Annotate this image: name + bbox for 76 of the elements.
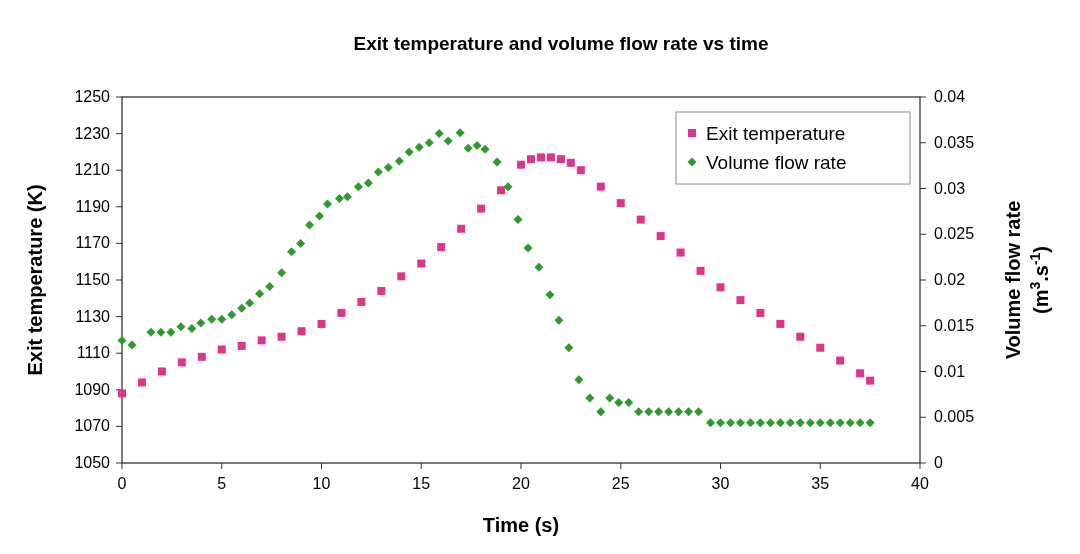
point	[676, 248, 685, 257]
point	[497, 186, 506, 195]
point	[566, 158, 575, 167]
y-tick-label: 1110	[76, 344, 111, 362]
point	[397, 272, 406, 281]
point	[856, 369, 865, 378]
y-tick-label: 1230	[74, 124, 111, 142]
point	[277, 332, 286, 341]
point	[177, 358, 186, 367]
point	[716, 283, 725, 292]
y2-tick-label: 0.04	[934, 88, 966, 105]
point	[137, 378, 146, 387]
y2-tick-label: 0.025	[934, 225, 975, 243]
y2-tick-label: 0.03	[934, 179, 966, 197]
y-tick-label: 1050	[74, 454, 111, 471]
point	[237, 341, 246, 350]
y2-tick-label: 0	[934, 454, 943, 471]
y-tick-label: 1190	[75, 197, 111, 215]
point	[317, 319, 326, 328]
x-tick-label: 40	[911, 475, 929, 492]
point	[337, 308, 346, 317]
x-tick-label: 30	[711, 475, 730, 492]
x-tick-label: 15	[412, 475, 431, 492]
point	[636, 215, 645, 224]
point	[217, 345, 226, 354]
point	[596, 182, 605, 191]
x-tick-label: 20	[512, 475, 530, 492]
point	[756, 308, 765, 317]
y-tick-label: 1070	[74, 417, 111, 435]
point	[157, 367, 166, 376]
x-tick-label: 0	[117, 475, 127, 492]
point	[457, 224, 466, 233]
y2-tick-label: 0.01	[934, 362, 966, 380]
point	[616, 199, 625, 208]
point	[417, 259, 426, 268]
point	[546, 153, 555, 162]
point	[118, 389, 126, 398]
point	[197, 352, 206, 361]
point	[526, 155, 535, 164]
point	[736, 296, 745, 305]
y-tick-label: 1210	[74, 161, 111, 179]
x-axis-title: Time (s)	[482, 514, 560, 536]
point	[866, 376, 875, 385]
y-axis-title: Exit temperature (K)	[24, 184, 46, 376]
point	[437, 243, 446, 252]
point	[796, 332, 805, 341]
y-tick-label: 1170	[75, 234, 111, 252]
point	[576, 166, 585, 175]
x-tick-label: 25	[611, 475, 630, 492]
chart-title: Exit temperature and volume flow rate vs time	[353, 33, 769, 54]
y2-tick-label: 0.02	[934, 271, 966, 288]
point	[477, 204, 486, 213]
point	[517, 160, 525, 169]
point	[696, 266, 705, 275]
legend-label: Volume flow rate	[706, 152, 847, 173]
y-tick-label: 1250	[74, 88, 111, 105]
point	[357, 297, 366, 306]
point	[377, 286, 386, 295]
y2-tick-label: 0.005	[934, 408, 975, 426]
point	[836, 356, 845, 365]
y-tick-label: 1090	[74, 380, 111, 398]
x-tick-label: 5	[217, 475, 227, 492]
point	[257, 336, 266, 345]
legend-label: Exit temperature	[706, 123, 846, 144]
point	[656, 232, 665, 241]
x-tick-label: 35	[811, 475, 830, 492]
point	[536, 153, 545, 162]
point	[297, 327, 306, 336]
point	[776, 319, 785, 328]
x-tick-label: 10	[312, 475, 331, 492]
y-tick-label: 1130	[75, 307, 111, 325]
y2-tick-label: 0.015	[934, 316, 975, 334]
y-tick-label: 1150	[75, 271, 111, 288]
y2-tick-label: 0.035	[934, 133, 975, 151]
point	[816, 343, 825, 352]
point	[556, 155, 565, 164]
